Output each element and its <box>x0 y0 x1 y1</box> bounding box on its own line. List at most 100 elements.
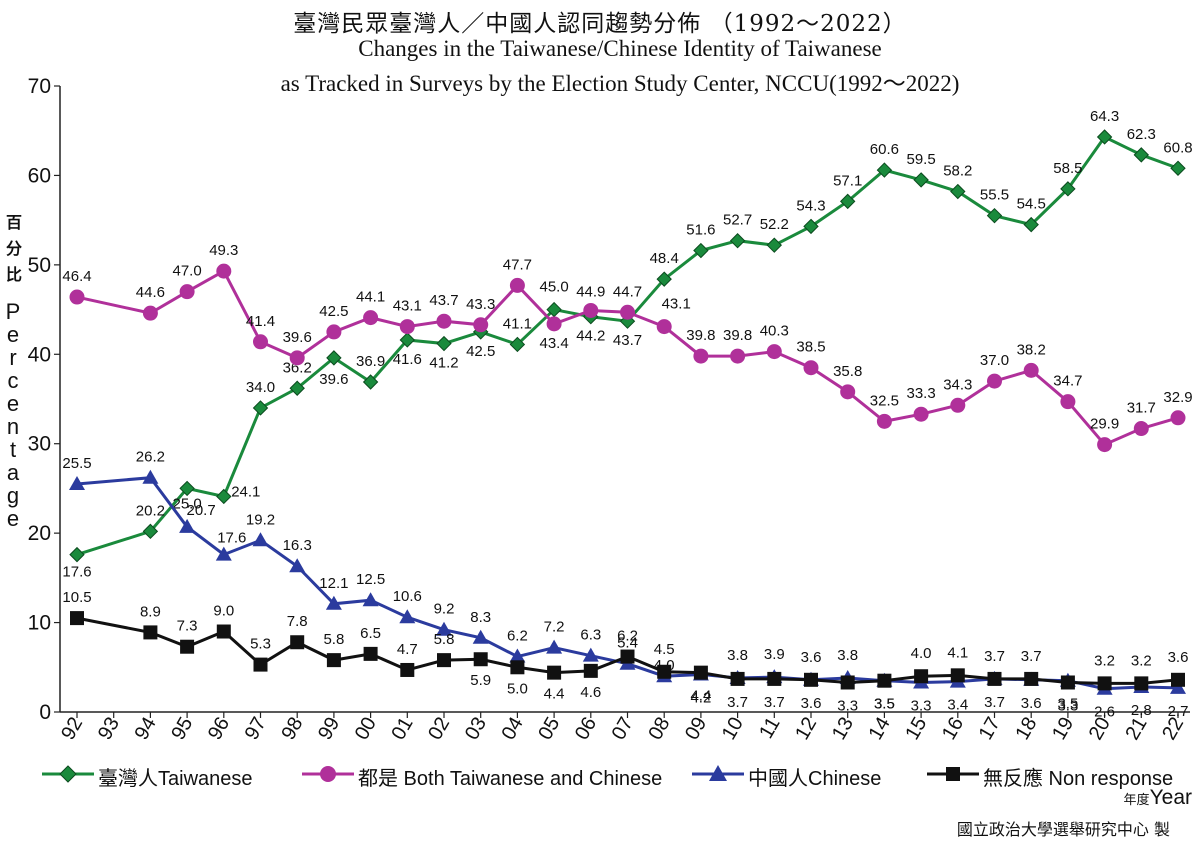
data-label: 3.3 <box>1057 697 1078 714</box>
data-label: 48.4 <box>650 250 679 267</box>
x-axis-label-zh: 年度 <box>1123 793 1150 808</box>
data-point <box>840 384 856 400</box>
data-label: 3.2 <box>1094 652 1115 669</box>
data-point <box>326 653 341 668</box>
data-point <box>1060 181 1076 197</box>
data-label: 52.7 <box>723 212 752 229</box>
data-label: 60.8 <box>1163 139 1192 156</box>
data-label: 37.0 <box>980 352 1009 369</box>
data-point <box>509 648 526 663</box>
data-label: 6.3 <box>580 627 601 644</box>
data-point <box>400 662 415 677</box>
data-label: 43.3 <box>466 296 495 313</box>
data-point <box>876 162 893 178</box>
data-label: 4.0 <box>911 645 932 662</box>
data-point <box>693 665 708 680</box>
data-label: 7.8 <box>287 613 308 630</box>
data-label: 54.5 <box>1017 196 1046 213</box>
data-label: 36.2 <box>283 359 312 376</box>
data-label: 3.7 <box>1021 648 1042 665</box>
x-tick-label: 15 <box>901 714 931 744</box>
chart-title-en-line2: as Tracked in Surveys by the Election St… <box>280 71 960 96</box>
data-label: 33.3 <box>906 385 935 402</box>
data-point <box>546 316 562 332</box>
x-tick-label: 13 <box>828 714 858 744</box>
data-point <box>1170 410 1186 426</box>
data-point <box>1097 437 1113 453</box>
data-label: 54.3 <box>796 197 825 214</box>
data-point <box>473 652 488 667</box>
data-label: 40.3 <box>760 323 789 340</box>
data-label: 3.8 <box>727 647 748 664</box>
data-point <box>1170 679 1186 694</box>
data-label: 43.7 <box>613 332 642 349</box>
data-label: 19.2 <box>246 511 275 528</box>
data-label: 3.9 <box>764 646 785 663</box>
data-label: 4.4 <box>690 688 711 705</box>
data-point <box>436 335 452 352</box>
data-label: 41.2 <box>429 355 458 372</box>
data-label: 3.7 <box>984 648 1005 665</box>
x-tick-label: 18 <box>1011 714 1041 744</box>
data-label: 64.3 <box>1090 108 1119 125</box>
data-label: 10.5 <box>62 589 91 606</box>
source-credit: 國立政治大學選舉研究中心 製 <box>956 820 1170 839</box>
x-tick-label: 96 <box>204 714 234 744</box>
data-point <box>362 592 379 607</box>
data-point <box>913 406 929 422</box>
data-label: 46.4 <box>62 268 91 285</box>
data-point <box>729 233 746 249</box>
data-label: 49.3 <box>209 242 238 259</box>
data-label: 3.3 <box>911 697 932 714</box>
data-point <box>399 609 416 624</box>
data-point <box>693 242 709 259</box>
data-label: 12.5 <box>356 571 385 588</box>
data-label: 2.8 <box>1131 702 1152 719</box>
data-point <box>583 663 598 678</box>
x-tick-label: 08 <box>644 714 674 744</box>
data-point <box>362 374 379 390</box>
data-point <box>216 488 232 505</box>
data-label: 3.8 <box>837 647 858 664</box>
data-point <box>289 380 305 396</box>
data-label: 7.3 <box>177 618 198 635</box>
data-label: 3.6 <box>801 649 822 666</box>
data-point <box>70 611 84 626</box>
data-point <box>1060 394 1076 410</box>
data-label: 4.7 <box>397 641 418 658</box>
data-point <box>546 639 563 654</box>
x-tick-label: 03 <box>461 714 491 744</box>
data-point <box>839 193 856 210</box>
data-label: 25.5 <box>62 455 91 472</box>
data-point <box>986 207 1003 224</box>
x-tick-label: 04 <box>498 714 528 744</box>
data-point <box>69 289 85 305</box>
data-label: 52.2 <box>760 216 789 233</box>
data-point <box>582 647 599 662</box>
data-label: 41.1 <box>503 315 532 332</box>
data-label: 47.7 <box>503 256 532 273</box>
data-point <box>950 183 966 200</box>
data-point <box>620 304 635 320</box>
y-tick-label: 30 <box>28 433 51 456</box>
data-label: 35.8 <box>833 363 862 380</box>
legend-label-en: Non response <box>1043 768 1174 790</box>
x-tick-label: 12 <box>791 714 821 744</box>
data-point <box>215 546 232 561</box>
data-label: 5.9 <box>470 672 491 689</box>
data-label: 36.9 <box>356 353 385 370</box>
data-label: 3.7 <box>984 694 1005 711</box>
data-label: 39.6 <box>319 371 348 388</box>
data-point <box>547 665 562 680</box>
x-tick-label: 17 <box>975 714 1005 744</box>
legend-label-zh: 臺灣人 <box>98 766 158 790</box>
data-label: 41.4 <box>246 313 275 330</box>
data-label: 43.7 <box>429 292 458 309</box>
data-label: 60.6 <box>870 141 899 158</box>
data-point <box>730 671 745 686</box>
data-point <box>766 237 783 253</box>
data-point <box>987 373 1002 389</box>
data-label: 25.0 <box>172 495 201 512</box>
data-point <box>877 673 892 688</box>
